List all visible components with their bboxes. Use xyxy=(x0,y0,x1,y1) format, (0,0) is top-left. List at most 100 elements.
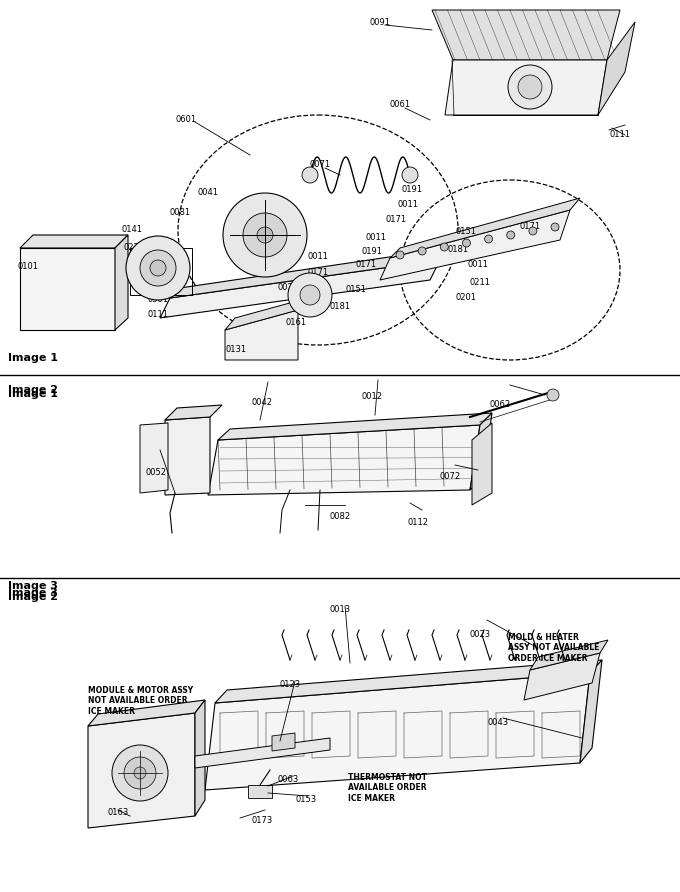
Text: Image 2: Image 2 xyxy=(8,385,58,395)
Polygon shape xyxy=(195,738,330,768)
Text: 0123: 0123 xyxy=(280,680,301,689)
Polygon shape xyxy=(225,310,298,360)
Text: 0011: 0011 xyxy=(365,233,386,242)
Text: 0141: 0141 xyxy=(122,225,143,234)
Text: 0191: 0191 xyxy=(402,185,423,194)
Text: Image 3: Image 3 xyxy=(8,588,58,598)
Text: 0181: 0181 xyxy=(330,302,351,311)
Circle shape xyxy=(551,223,559,231)
Text: 0111: 0111 xyxy=(610,130,631,139)
Text: 0011: 0011 xyxy=(308,252,329,261)
Polygon shape xyxy=(140,423,168,493)
Text: THERMOSTAT NOT
AVAILABLE ORDER
ICE MAKER: THERMOSTAT NOT AVAILABLE ORDER ICE MAKER xyxy=(348,773,427,803)
Polygon shape xyxy=(205,673,590,790)
Polygon shape xyxy=(20,235,128,248)
Text: Image 1: Image 1 xyxy=(8,353,58,363)
Circle shape xyxy=(547,389,559,401)
Polygon shape xyxy=(432,10,620,60)
Text: 0163: 0163 xyxy=(108,808,129,817)
Polygon shape xyxy=(530,640,608,670)
Text: 0171: 0171 xyxy=(355,260,376,269)
Text: 0023: 0023 xyxy=(470,630,491,639)
Text: 0012: 0012 xyxy=(362,392,383,401)
Circle shape xyxy=(508,65,552,109)
Text: 0601: 0601 xyxy=(175,115,196,124)
Polygon shape xyxy=(470,413,492,490)
Text: 0043: 0043 xyxy=(488,718,509,727)
Text: 0151: 0151 xyxy=(345,285,366,294)
Text: 0191: 0191 xyxy=(362,247,383,256)
Text: 0062: 0062 xyxy=(490,400,511,409)
Text: 0071: 0071 xyxy=(310,160,331,169)
Text: 0112: 0112 xyxy=(408,518,429,527)
Circle shape xyxy=(440,243,448,251)
Polygon shape xyxy=(445,60,607,115)
Text: 0131: 0131 xyxy=(225,345,246,354)
Text: 0221: 0221 xyxy=(124,243,145,252)
Circle shape xyxy=(485,235,492,243)
Polygon shape xyxy=(598,22,635,115)
Text: 0181: 0181 xyxy=(447,245,468,254)
Text: 0201: 0201 xyxy=(455,293,476,302)
Polygon shape xyxy=(160,260,440,318)
Text: MODULE & MOTOR ASSY
NOT AVAILABLE ORDER
ICE MAKER: MODULE & MOTOR ASSY NOT AVAILABLE ORDER … xyxy=(88,686,193,715)
Polygon shape xyxy=(195,700,205,816)
Text: 0041: 0041 xyxy=(198,188,219,197)
Text: 0081: 0081 xyxy=(170,208,191,217)
Polygon shape xyxy=(20,248,115,330)
Polygon shape xyxy=(380,210,570,280)
Polygon shape xyxy=(218,413,492,440)
Text: 0173: 0173 xyxy=(252,816,273,825)
Polygon shape xyxy=(272,733,295,751)
Circle shape xyxy=(243,213,287,257)
Polygon shape xyxy=(115,235,128,330)
Circle shape xyxy=(518,75,542,99)
Text: Image 1: Image 1 xyxy=(8,389,58,399)
Text: 0052: 0052 xyxy=(145,468,166,477)
Polygon shape xyxy=(580,660,602,763)
Polygon shape xyxy=(472,423,492,505)
Text: 0153: 0153 xyxy=(295,795,316,804)
Text: 0063: 0063 xyxy=(278,775,299,784)
Circle shape xyxy=(462,239,471,247)
Text: Image 2: Image 2 xyxy=(8,592,58,602)
Text: 0161: 0161 xyxy=(286,318,307,327)
Text: 0171: 0171 xyxy=(520,222,541,231)
Circle shape xyxy=(140,250,176,286)
Text: 0171: 0171 xyxy=(308,268,329,277)
Circle shape xyxy=(529,227,537,235)
Polygon shape xyxy=(165,417,210,495)
Circle shape xyxy=(302,167,318,183)
Text: 0021: 0021 xyxy=(278,283,299,292)
Polygon shape xyxy=(165,405,222,420)
Text: 0211: 0211 xyxy=(470,278,491,287)
Circle shape xyxy=(507,231,515,239)
Circle shape xyxy=(257,227,273,243)
Text: 0013: 0013 xyxy=(330,605,351,614)
Text: 0101: 0101 xyxy=(18,262,39,271)
Circle shape xyxy=(418,247,426,255)
Text: 0011: 0011 xyxy=(398,200,419,209)
Circle shape xyxy=(150,260,166,276)
Circle shape xyxy=(288,273,332,317)
Circle shape xyxy=(134,767,146,779)
Polygon shape xyxy=(248,785,272,798)
Polygon shape xyxy=(88,700,205,726)
Text: Image 3: Image 3 xyxy=(8,581,58,591)
Text: 0501: 0501 xyxy=(148,295,169,304)
Polygon shape xyxy=(524,653,600,700)
Circle shape xyxy=(112,745,168,801)
Circle shape xyxy=(300,285,320,305)
Text: 0111: 0111 xyxy=(148,310,169,319)
Circle shape xyxy=(396,251,404,259)
Text: 0082: 0082 xyxy=(330,512,351,521)
Polygon shape xyxy=(170,248,450,298)
Circle shape xyxy=(124,757,156,789)
Text: 0061: 0061 xyxy=(390,100,411,109)
Text: 0091: 0091 xyxy=(370,18,391,27)
Text: 0151: 0151 xyxy=(455,227,476,236)
Polygon shape xyxy=(390,198,580,258)
Circle shape xyxy=(223,193,307,277)
Text: 0072: 0072 xyxy=(440,472,461,481)
Text: MOLD & HEATER
ASSY NOT AVAILABLE
ORDER ICE MAKER: MOLD & HEATER ASSY NOT AVAILABLE ORDER I… xyxy=(508,633,599,663)
